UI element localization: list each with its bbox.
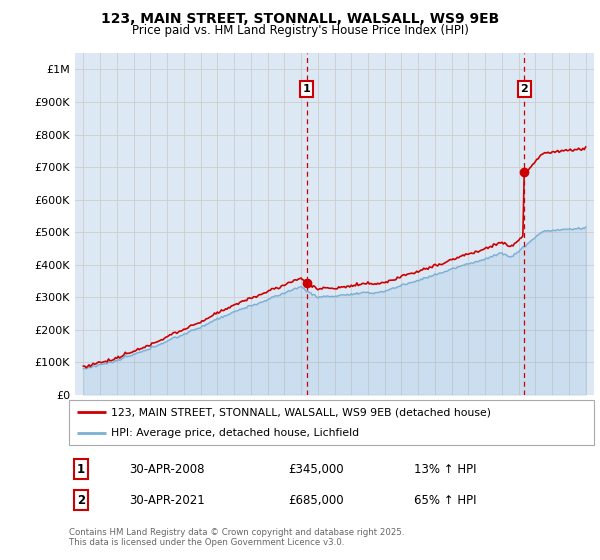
Text: HPI: Average price, detached house, Lichfield: HPI: Average price, detached house, Lich…	[111, 428, 359, 438]
Text: £345,000: £345,000	[288, 463, 344, 476]
Text: 123, MAIN STREET, STONNALL, WALSALL, WS9 9EB: 123, MAIN STREET, STONNALL, WALSALL, WS9…	[101, 12, 499, 26]
Text: 2: 2	[520, 84, 528, 94]
FancyBboxPatch shape	[69, 400, 594, 445]
Text: Contains HM Land Registry data © Crown copyright and database right 2025.
This d: Contains HM Land Registry data © Crown c…	[69, 528, 404, 547]
Text: Price paid vs. HM Land Registry's House Price Index (HPI): Price paid vs. HM Land Registry's House …	[131, 24, 469, 37]
Text: 1: 1	[77, 463, 85, 476]
Text: 13% ↑ HPI: 13% ↑ HPI	[414, 463, 476, 476]
Text: £685,000: £685,000	[288, 493, 344, 507]
Text: 30-APR-2021: 30-APR-2021	[129, 493, 205, 507]
Text: 65% ↑ HPI: 65% ↑ HPI	[414, 493, 476, 507]
Text: 123, MAIN STREET, STONNALL, WALSALL, WS9 9EB (detached house): 123, MAIN STREET, STONNALL, WALSALL, WS9…	[111, 408, 491, 418]
Text: 2: 2	[77, 493, 85, 507]
Text: 1: 1	[302, 84, 310, 94]
Text: 30-APR-2008: 30-APR-2008	[129, 463, 205, 476]
